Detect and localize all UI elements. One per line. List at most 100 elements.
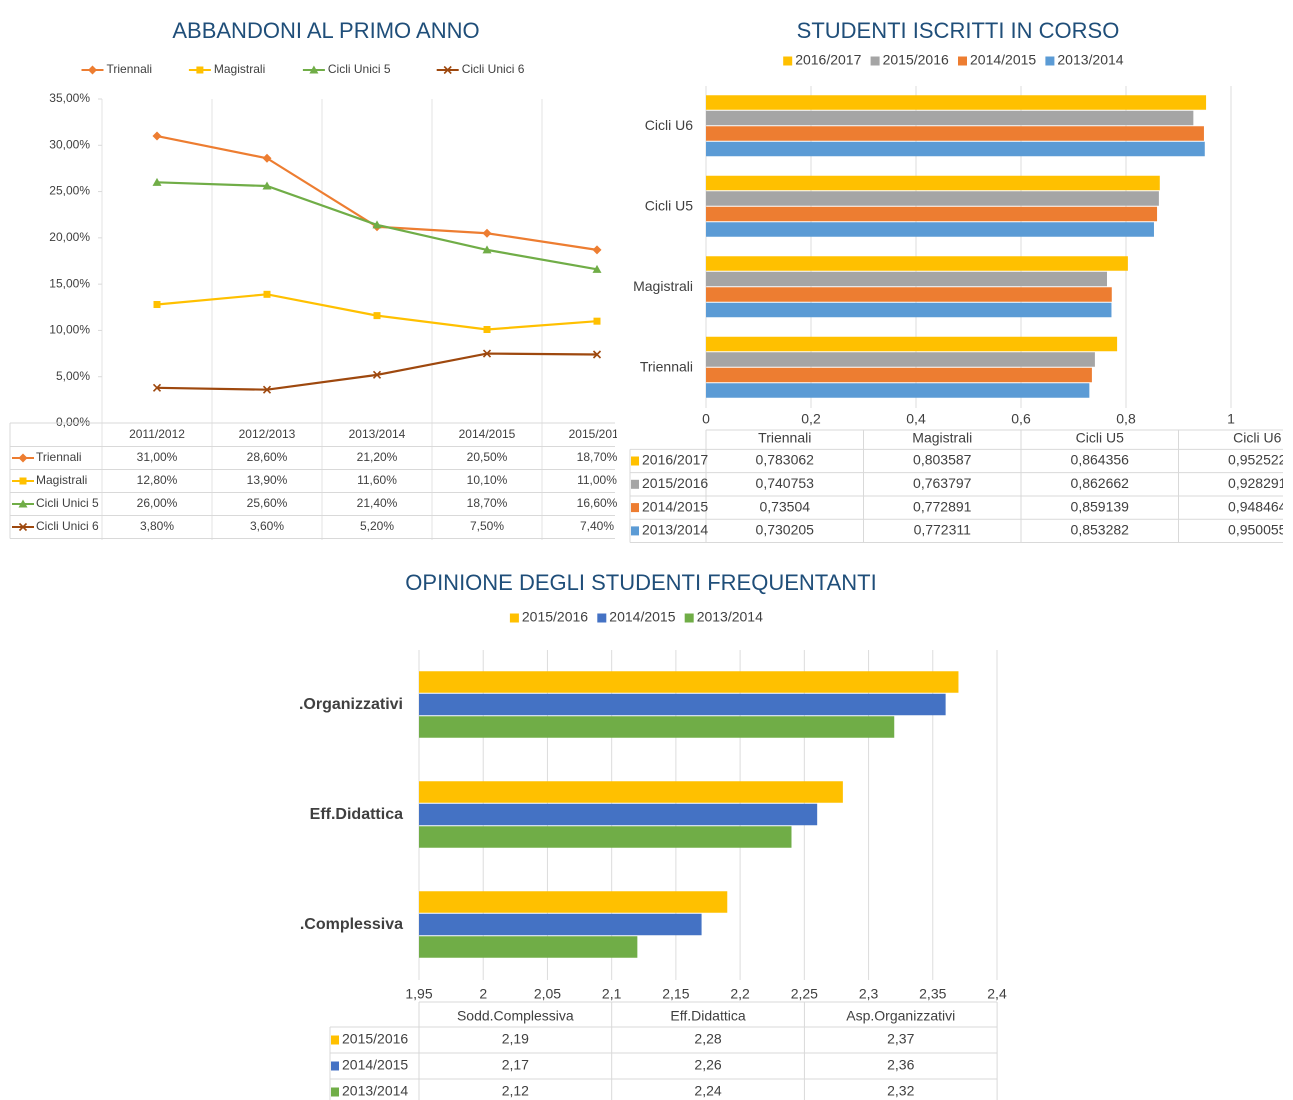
- legend-label: 2014/2015: [970, 52, 1036, 68]
- table-value: 0,928291: [1228, 475, 1287, 491]
- category-label: Cicli U5: [645, 197, 693, 213]
- legend-label: 2016/2017: [795, 52, 861, 68]
- marker: [482, 245, 492, 254]
- table-value: 2,32: [887, 1083, 914, 1099]
- x-tick-label: 2,35: [919, 986, 946, 1002]
- table-value: 2,37: [887, 1031, 914, 1047]
- row-label: Cicli Unici 6: [36, 519, 99, 533]
- legend-swatch: [597, 613, 607, 623]
- x-tick-label: 1: [1227, 411, 1235, 427]
- y-tick-label: 35,00%: [49, 91, 90, 105]
- x-tick-label: 2013/2014: [349, 427, 406, 441]
- x-tick-label: 0,2: [801, 411, 821, 427]
- table-value: 2,12: [502, 1083, 529, 1099]
- legend-label: 2015/2016: [883, 52, 949, 68]
- table-value: 31,00%: [137, 450, 178, 464]
- table-value: 3,60%: [250, 519, 284, 533]
- bar: [706, 191, 1159, 206]
- table-value: 20,50%: [467, 450, 508, 464]
- table-value: 5,20%: [360, 519, 394, 533]
- marker: [483, 326, 491, 334]
- table-value: 0,803587: [913, 452, 972, 468]
- table-header: Cicli U6: [1233, 430, 1281, 446]
- table-value: 7,50%: [470, 519, 504, 533]
- chart: STUDENTI ISCRITTI IN CORSO 0 0,2 0,4 0,6 0,8 1…: [629, 18, 1287, 544]
- bar: [419, 891, 728, 913]
- row-swatch: [331, 1035, 339, 1045]
- table-value: 18,70%: [467, 496, 508, 510]
- category-label: Asp.Organizzativi: [269, 696, 403, 713]
- table-header: Magistrali: [912, 430, 972, 446]
- legend-label: 2013/2014: [1057, 52, 1123, 68]
- table-value: 2,17: [502, 1057, 529, 1073]
- chart: OPINIONE DEGLI STUDENTI FREQUENTANTI 1,95…: [269, 570, 1007, 1100]
- marker: [373, 312, 381, 320]
- table-header: Asp.Organizzativi: [846, 1008, 955, 1024]
- marker: [372, 220, 382, 229]
- bar: [706, 256, 1128, 271]
- marker: [19, 477, 27, 485]
- legend-label: Cicli Unici 6: [462, 62, 525, 76]
- row-label: Triennali: [36, 450, 82, 464]
- bar: [706, 336, 1118, 352]
- table-value: 7,40%: [580, 519, 614, 533]
- bar: [419, 826, 792, 848]
- table-value: 11,00%: [577, 473, 617, 487]
- marker: [18, 453, 28, 463]
- x-tick-label: 0,6: [1011, 411, 1031, 427]
- row-swatch: [631, 526, 639, 536]
- series-line: [156, 134, 598, 251]
- table-value: 3,80%: [140, 519, 174, 533]
- marker: [262, 385, 272, 394]
- category-label: Triennali: [640, 358, 693, 374]
- marker: [196, 66, 204, 74]
- row-label: 2013/2014: [642, 522, 708, 538]
- table-value: 13,90%: [247, 473, 288, 487]
- marker: [153, 301, 161, 309]
- marker: [592, 350, 602, 359]
- x-tick-label: 0,8: [1116, 411, 1136, 427]
- bar: [706, 352, 1095, 367]
- table-value: 2,26: [694, 1057, 721, 1073]
- x-tick-label: 2,3: [859, 986, 879, 1002]
- x-tick-label: 0: [702, 411, 710, 427]
- x-tick-label: 2015/2016: [569, 427, 626, 441]
- table-value: 0,763797: [913, 475, 972, 491]
- table-value: 16,60%: [577, 496, 618, 510]
- row-swatch: [631, 479, 639, 489]
- row-swatch: [631, 456, 639, 466]
- marker: [152, 383, 162, 392]
- x-tick-label: 1,95: [405, 986, 432, 1002]
- category-label: Eff.Didattica: [310, 806, 403, 823]
- row-label: 2015/2016: [342, 1031, 408, 1047]
- row-label: 2015/2016: [642, 475, 708, 491]
- table-value: 11,60%: [357, 473, 397, 487]
- table-value: 0,772311: [914, 522, 972, 538]
- y-tick-label: 0,00%: [56, 415, 90, 429]
- series-line: [156, 293, 598, 331]
- y-tick-label: 5,00%: [56, 369, 90, 383]
- row-label: 2016/2017: [642, 452, 708, 468]
- y-tick-label: 25,00%: [49, 184, 90, 198]
- table-value: 12,80%: [137, 473, 178, 487]
- marker: [443, 65, 452, 75]
- legend-label: 2013/2014: [697, 609, 763, 625]
- table-header: Eff.Didattica: [670, 1008, 745, 1024]
- table-value: 2,24: [694, 1083, 721, 1099]
- marker: [262, 153, 272, 163]
- marker: [592, 264, 602, 273]
- marker: [482, 349, 492, 358]
- table-value: 0,73504: [759, 498, 810, 514]
- table-header: Triennali: [758, 430, 811, 446]
- row-label: Cicli Unici 5: [36, 496, 99, 510]
- series-line: [156, 352, 598, 391]
- marker: [263, 290, 271, 298]
- legend-label: Cicli Unici 5: [328, 62, 391, 76]
- table-value: 0,859139: [1071, 498, 1130, 514]
- legend-swatch: [870, 56, 880, 66]
- y-tick-label: 15,00%: [49, 276, 90, 290]
- chart: ABBANDONI AL PRIMO ANNO 0,00% 5,00% 10,00% 1…: [9, 18, 626, 540]
- bar: [706, 222, 1154, 237]
- table-value: 0,948464: [1228, 498, 1287, 514]
